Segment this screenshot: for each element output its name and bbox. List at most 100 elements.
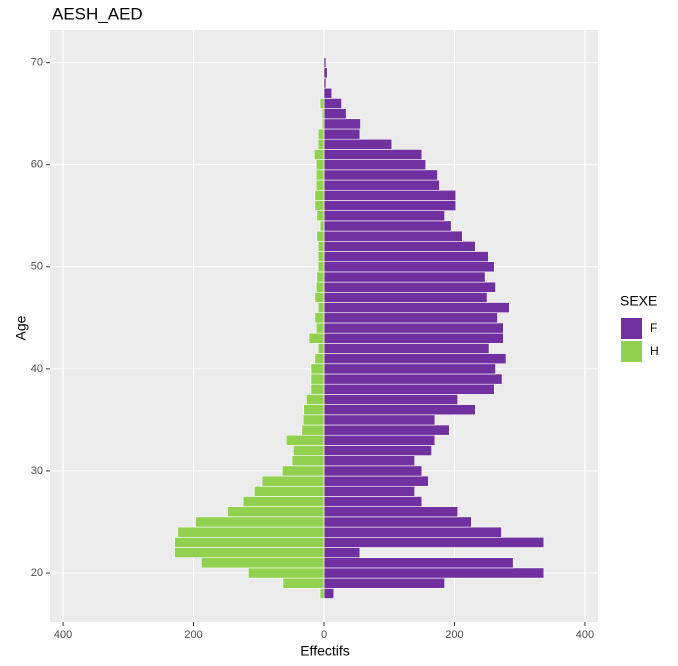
bar: [282, 577, 325, 589]
bar: [323, 414, 436, 426]
bar: [323, 261, 495, 273]
bar: [323, 373, 503, 385]
bar: [314, 200, 325, 211]
bar: [315, 169, 325, 181]
bar: [323, 169, 438, 181]
legend-swatch: [621, 318, 642, 339]
bar: [302, 414, 325, 426]
y-tick-label: 30: [31, 465, 43, 477]
bar: [323, 475, 429, 487]
bar: [323, 312, 498, 324]
bar: [323, 138, 393, 150]
bar: [291, 455, 325, 467]
x-tick-label: 200: [445, 629, 463, 641]
bar: [323, 383, 495, 395]
bar: [315, 179, 325, 191]
bar: [323, 200, 457, 211]
y-axis-label: Age: [13, 315, 29, 340]
bar: [314, 312, 325, 324]
bar: [293, 445, 325, 456]
bar: [323, 465, 423, 477]
bar: [323, 588, 335, 599]
bar: [323, 547, 361, 558]
bar: [323, 363, 496, 375]
bar: [310, 363, 325, 375]
y-tick-label: 50: [31, 261, 43, 273]
bar: [323, 128, 361, 140]
bar: [323, 292, 488, 303]
bar: [315, 281, 325, 293]
bar: [323, 179, 440, 191]
x-tick-label: 400: [576, 629, 594, 641]
bar: [317, 138, 325, 150]
bar: [323, 404, 476, 416]
bar: [323, 557, 514, 569]
bar: [317, 261, 325, 273]
x-tick-label: 200: [184, 629, 202, 641]
bar: [323, 445, 432, 456]
bar: [323, 455, 415, 467]
y-tick-label: 40: [31, 363, 43, 375]
bar: [323, 496, 423, 507]
bar: [323, 98, 342, 109]
bar: [316, 230, 325, 242]
bar: [321, 118, 325, 130]
bar: [310, 373, 325, 385]
legend-label: H: [650, 344, 659, 358]
x-axis-label: Effectifs: [300, 643, 350, 659]
chart-title: AESH_AED: [52, 4, 143, 23]
bars: [174, 57, 545, 599]
bar: [323, 577, 445, 589]
bar: [317, 240, 325, 252]
bar: [174, 536, 325, 548]
bar: [303, 404, 325, 416]
x-tick-label: 0: [321, 629, 327, 641]
bar: [285, 434, 325, 446]
bar: [174, 547, 325, 558]
bar: [281, 465, 325, 477]
legend-swatch: [621, 341, 642, 362]
bar: [323, 77, 327, 89]
bar: [319, 220, 325, 232]
bar: [323, 526, 502, 538]
bar: [323, 67, 328, 79]
bar: [323, 108, 347, 120]
bar: [242, 496, 325, 507]
bar: [319, 588, 325, 599]
bar: [317, 251, 325, 262]
bar: [315, 322, 325, 334]
bar: [321, 108, 325, 120]
bar: [248, 567, 325, 579]
bar: [323, 271, 486, 283]
bar: [323, 506, 459, 518]
bar: [315, 159, 325, 171]
bar: [310, 383, 325, 395]
bar: [316, 271, 325, 283]
bar: [323, 567, 545, 579]
bar: [323, 149, 423, 160]
bar: [317, 302, 325, 314]
bar: [323, 485, 415, 497]
bar: [314, 353, 325, 365]
bar: [323, 210, 445, 222]
bar: [314, 292, 325, 303]
bar: [323, 322, 504, 334]
bar: [261, 475, 325, 487]
bar: [323, 189, 457, 201]
bar: [195, 516, 325, 528]
bar: [323, 57, 327, 69]
bar: [319, 98, 325, 109]
bar: [308, 332, 325, 344]
y-tick-label: 60: [31, 159, 43, 171]
legend-label: F: [650, 321, 657, 335]
bar: [323, 240, 476, 252]
bar: [323, 332, 504, 344]
bar: [323, 159, 427, 171]
y-tick-label: 70: [31, 57, 43, 69]
bar: [253, 485, 325, 497]
bar: [323, 434, 436, 446]
bar: [323, 536, 545, 548]
bar: [301, 424, 325, 436]
bar: [323, 343, 490, 354]
